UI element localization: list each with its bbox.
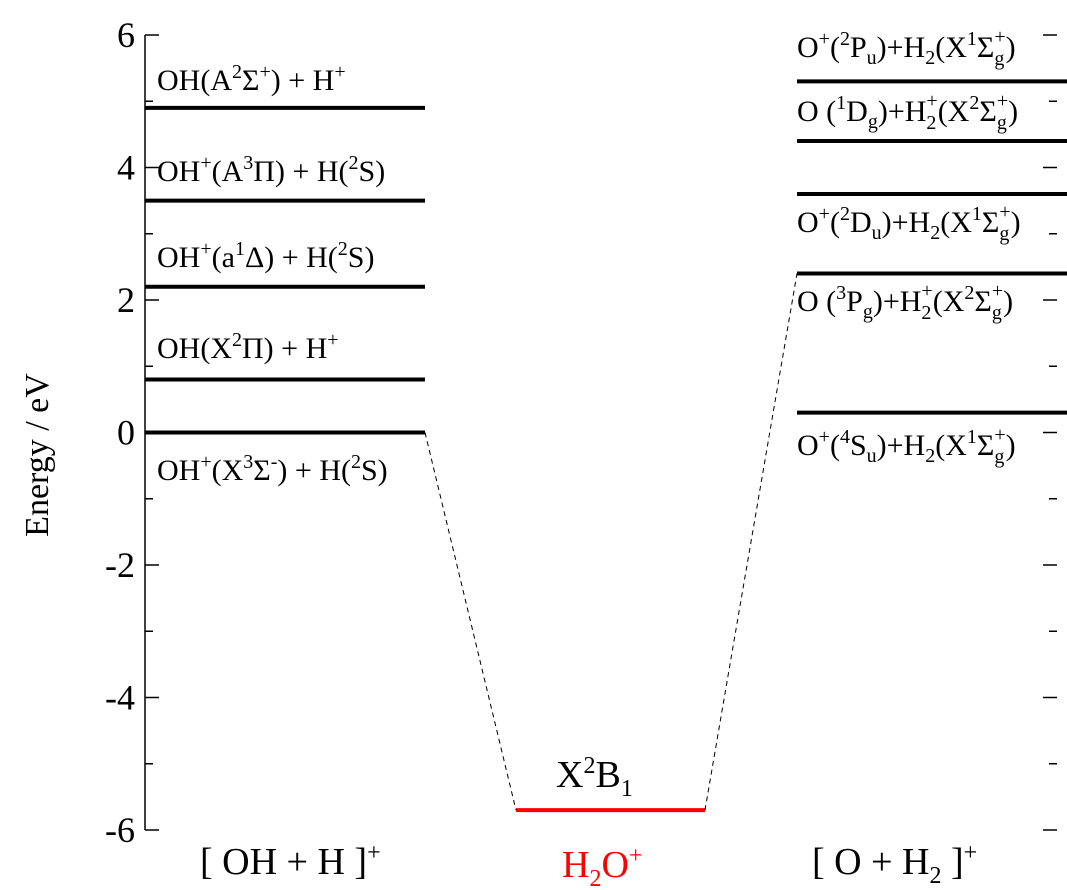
y-tick-label: 6 bbox=[117, 15, 135, 55]
y-tick-label: -2 bbox=[105, 545, 135, 585]
group-label-center: H2O+ bbox=[562, 843, 642, 890]
left-level-label-5: OH+(X3Σ-) + H(2S) bbox=[157, 451, 388, 487]
connector-left bbox=[424, 432, 517, 811]
left-level-label-1: OH(A2Σ+) + H+ bbox=[157, 61, 346, 97]
left-level-label-3: OH+(a1Δ) + H(2S) bbox=[157, 238, 374, 274]
left-level-label-4: OH(X2Π) + H+ bbox=[157, 329, 339, 365]
y-tick-label: 0 bbox=[117, 413, 135, 453]
y-axis-title: Energy / eV bbox=[19, 373, 56, 537]
connector-right bbox=[704, 273, 798, 811]
group-label-left: [ OH + H ]+ bbox=[200, 840, 381, 883]
y-axis: 6 4 2 0 -2 -4 -6 bbox=[105, 15, 1057, 850]
y-tick-label: -6 bbox=[105, 810, 135, 850]
right-level-label-5: O+(4Su)+H2(X1Σg+) bbox=[797, 424, 1016, 468]
right-level-label-3: O+(2Du)+H2(X1Σg+) bbox=[797, 201, 1021, 245]
energy-levels bbox=[145, 79, 1067, 813]
right-level-label-1: O+(2Pu)+H2(X1Σg+) bbox=[797, 26, 1016, 70]
center-state-label: X2B1 bbox=[556, 753, 633, 802]
y-tick-label: 4 bbox=[117, 148, 135, 188]
right-level-label-2: O (1Dg)+H2+(X2Σg+) bbox=[797, 90, 1018, 134]
y-tick-label: 2 bbox=[117, 280, 135, 320]
y-tick-label: -4 bbox=[105, 678, 135, 718]
right-level-labels: O+(2Pu)+H2(X1Σg+) O (1Dg)+H2+(X2Σg+) O+(… bbox=[797, 26, 1021, 468]
right-level-label-4: O (3Pg)+H2+(X2Σg+) bbox=[797, 280, 1013, 324]
group-label-right: [ O + H2 ]+ bbox=[812, 840, 977, 889]
left-level-labels: OH(A2Σ+) + H+ OH+(A3Π) + H(2S) OH+(a1Δ) … bbox=[157, 61, 388, 487]
left-level-label-2: OH+(A3Π) + H(2S) bbox=[157, 152, 385, 188]
